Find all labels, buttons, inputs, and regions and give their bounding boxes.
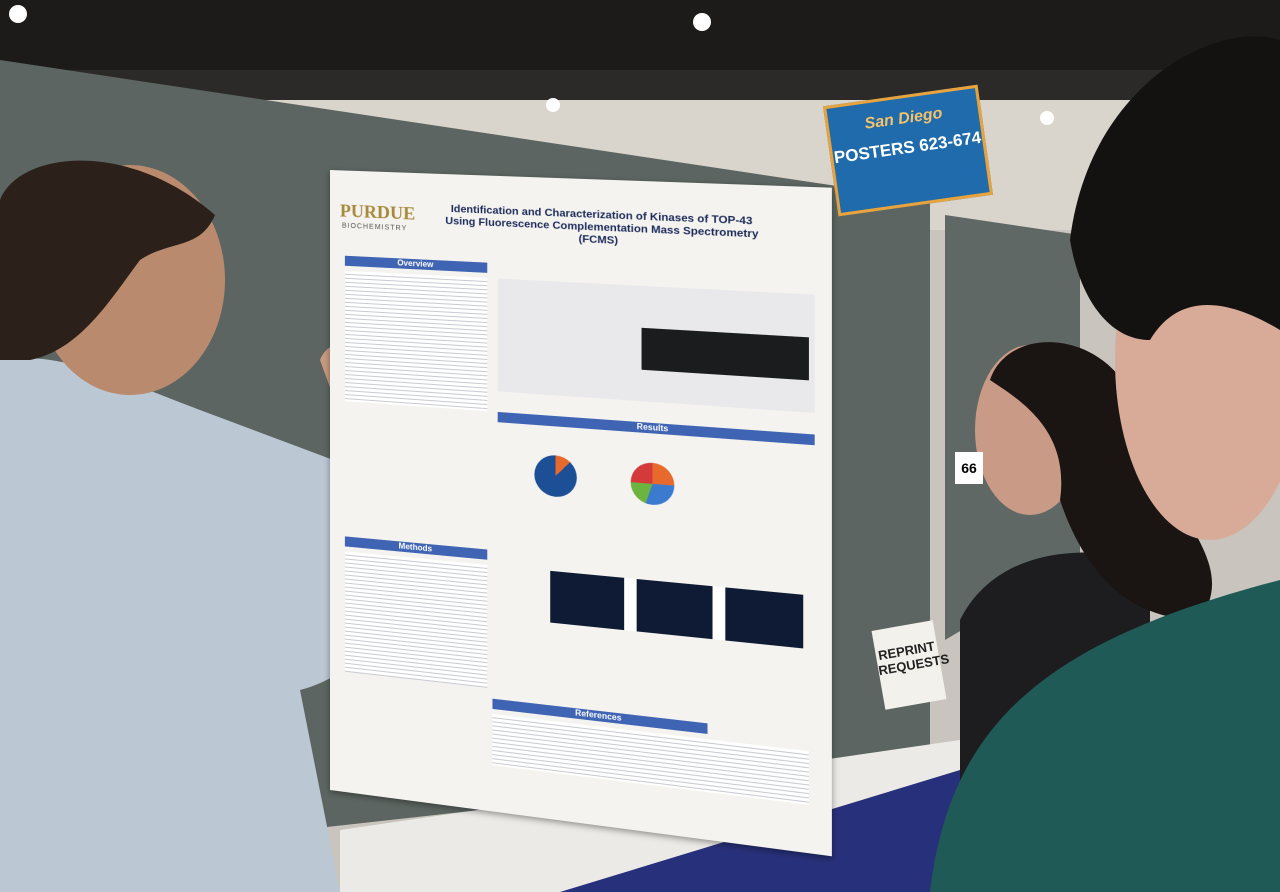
light (1040, 111, 1054, 125)
light (9, 5, 27, 23)
person-3-body (930, 580, 1280, 892)
poster: PURDUE BIOCHEMISTRY Identification and C… (330, 170, 832, 857)
person-2-hair (990, 342, 1213, 620)
poster-department: BIOCHEMISTRY (341, 222, 408, 233)
section-header: Overview (344, 255, 488, 273)
poster-text (344, 551, 488, 688)
sign: San Diego POSTERS 623-674 (823, 84, 993, 217)
light (546, 98, 560, 112)
light (693, 13, 711, 31)
person-hair (0, 160, 215, 360)
poster-title: Identification and Characterization of K… (445, 202, 759, 248)
poster-logo: PURDUE (339, 200, 416, 224)
person-3-hair (1070, 36, 1280, 341)
poster-text (344, 270, 488, 412)
poster-pie (534, 453, 577, 499)
section-header: Results (497, 411, 815, 446)
poster-pie (630, 461, 675, 507)
board-number: 66 (955, 452, 983, 484)
person-jacket (0, 358, 428, 892)
ceiling-dark (0, 0, 1280, 70)
poster-text (492, 714, 809, 805)
poster-microscopy (550, 570, 804, 649)
